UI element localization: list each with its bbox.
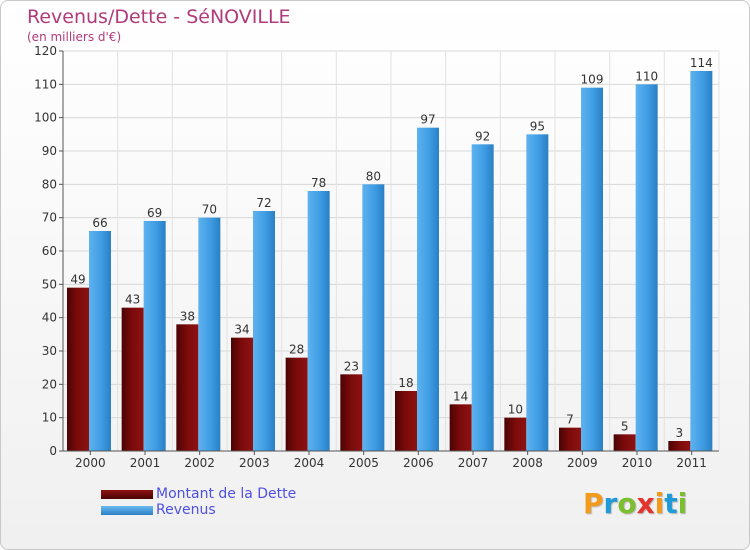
bar-revenus — [471, 144, 494, 452]
x-tick-label: 2010 — [622, 456, 653, 470]
x-tick-label: 2005 — [348, 456, 379, 470]
data-label-dette: 49 — [70, 273, 85, 287]
y-tick-label: 110 — [34, 77, 57, 91]
logo-letter: i — [654, 487, 665, 520]
bar-revenus — [198, 217, 221, 451]
logo-letter: i — [677, 487, 688, 520]
bar-revenus — [307, 191, 330, 451]
bar-dette — [668, 441, 691, 451]
data-label-dette: 14 — [453, 389, 468, 403]
x-tick-label: 2006 — [403, 456, 434, 470]
data-label-dette: 43 — [125, 293, 140, 307]
bar-dette — [340, 374, 363, 451]
data-label-revenus: 66 — [92, 216, 107, 230]
x-tick-label: 2001 — [130, 456, 161, 470]
data-label-dette: 34 — [234, 323, 249, 337]
bar-revenus — [690, 71, 713, 451]
data-label-dette: 10 — [508, 403, 523, 417]
x-tick-label: 2011 — [676, 456, 707, 470]
bar-dette — [449, 404, 472, 451]
data-label-revenus: 69 — [147, 206, 162, 220]
legend-label-revenus: Revenus — [156, 502, 216, 518]
logo-letter: P — [583, 487, 604, 520]
y-tick-label: 0 — [49, 444, 57, 458]
data-label-dette: 3 — [676, 426, 684, 440]
bar-revenus — [143, 221, 166, 451]
logo-letter: r — [603, 487, 618, 520]
data-label-revenus: 78 — [311, 176, 326, 190]
data-label-revenus: 80 — [366, 169, 381, 183]
x-tick-label: 2000 — [75, 456, 106, 470]
data-label-revenus: 109 — [581, 73, 604, 87]
y-tick-label: 20 — [42, 377, 57, 391]
bar-revenus — [362, 184, 385, 452]
legend-swatch-debt — [101, 490, 153, 499]
bar-dette — [613, 434, 636, 451]
logo-letter: x — [636, 487, 655, 520]
data-label-revenus: 95 — [530, 119, 545, 133]
x-tick-label: 2004 — [294, 456, 325, 470]
chart-subtitle: (en milliers d'€) — [27, 30, 122, 44]
y-tick-label: 70 — [42, 211, 57, 225]
bar-revenus — [635, 84, 658, 451]
legend-swatch-revenus — [101, 506, 153, 515]
bar-dette — [176, 324, 199, 451]
x-tick-label: 2008 — [512, 456, 543, 470]
proxiti-logo: Proxiti — [583, 487, 687, 520]
y-tick-label: 100 — [34, 111, 57, 125]
data-label-dette: 5 — [621, 419, 629, 433]
legend-label-debt: Montant de la Dette — [156, 486, 297, 502]
bar-dette — [231, 337, 253, 451]
y-tick-label: 60 — [42, 244, 57, 258]
data-label-dette: 38 — [180, 309, 195, 323]
data-label-revenus: 97 — [420, 113, 435, 127]
data-label-dette: 23 — [344, 359, 359, 373]
bar-dette — [504, 417, 527, 451]
y-tick-label: 80 — [42, 177, 57, 191]
y-tick-label: 30 — [42, 344, 57, 358]
y-tick-label: 40 — [42, 311, 57, 325]
bar-dette — [67, 287, 89, 451]
bar-revenus — [89, 231, 111, 451]
bar-dette — [395, 391, 417, 451]
y-tick-label: 120 — [34, 44, 57, 58]
bar-dette — [285, 357, 308, 451]
data-label-dette: 18 — [398, 376, 413, 390]
bar-revenus — [581, 87, 603, 452]
bar-dette — [559, 427, 581, 451]
y-tick-label: 10 — [42, 411, 57, 425]
bar-revenus — [417, 127, 439, 452]
data-label-revenus: 110 — [635, 69, 658, 83]
data-label-revenus: 114 — [690, 56, 713, 70]
data-label-dette: 28 — [289, 343, 304, 357]
bar-dette — [121, 307, 144, 451]
data-label-revenus: 92 — [475, 129, 490, 143]
bar-revenus — [253, 211, 275, 451]
x-tick-label: 2007 — [458, 456, 489, 470]
data-label-revenus: 72 — [256, 196, 271, 210]
logo-letter: o — [617, 487, 637, 520]
bar-revenus — [526, 134, 549, 452]
x-tick-label: 2003 — [239, 456, 270, 470]
y-tick-label: 50 — [42, 277, 57, 291]
x-tick-label: 2009 — [567, 456, 598, 470]
x-tick-label: 2002 — [184, 456, 215, 470]
y-tick-label: 90 — [42, 144, 57, 158]
data-label-revenus: 70 — [202, 203, 217, 217]
data-label-dette: 7 — [566, 413, 574, 427]
logo-letter: t — [664, 487, 678, 520]
chart-title: Revenus/Dette - SéNOVILLE — [27, 6, 291, 28]
